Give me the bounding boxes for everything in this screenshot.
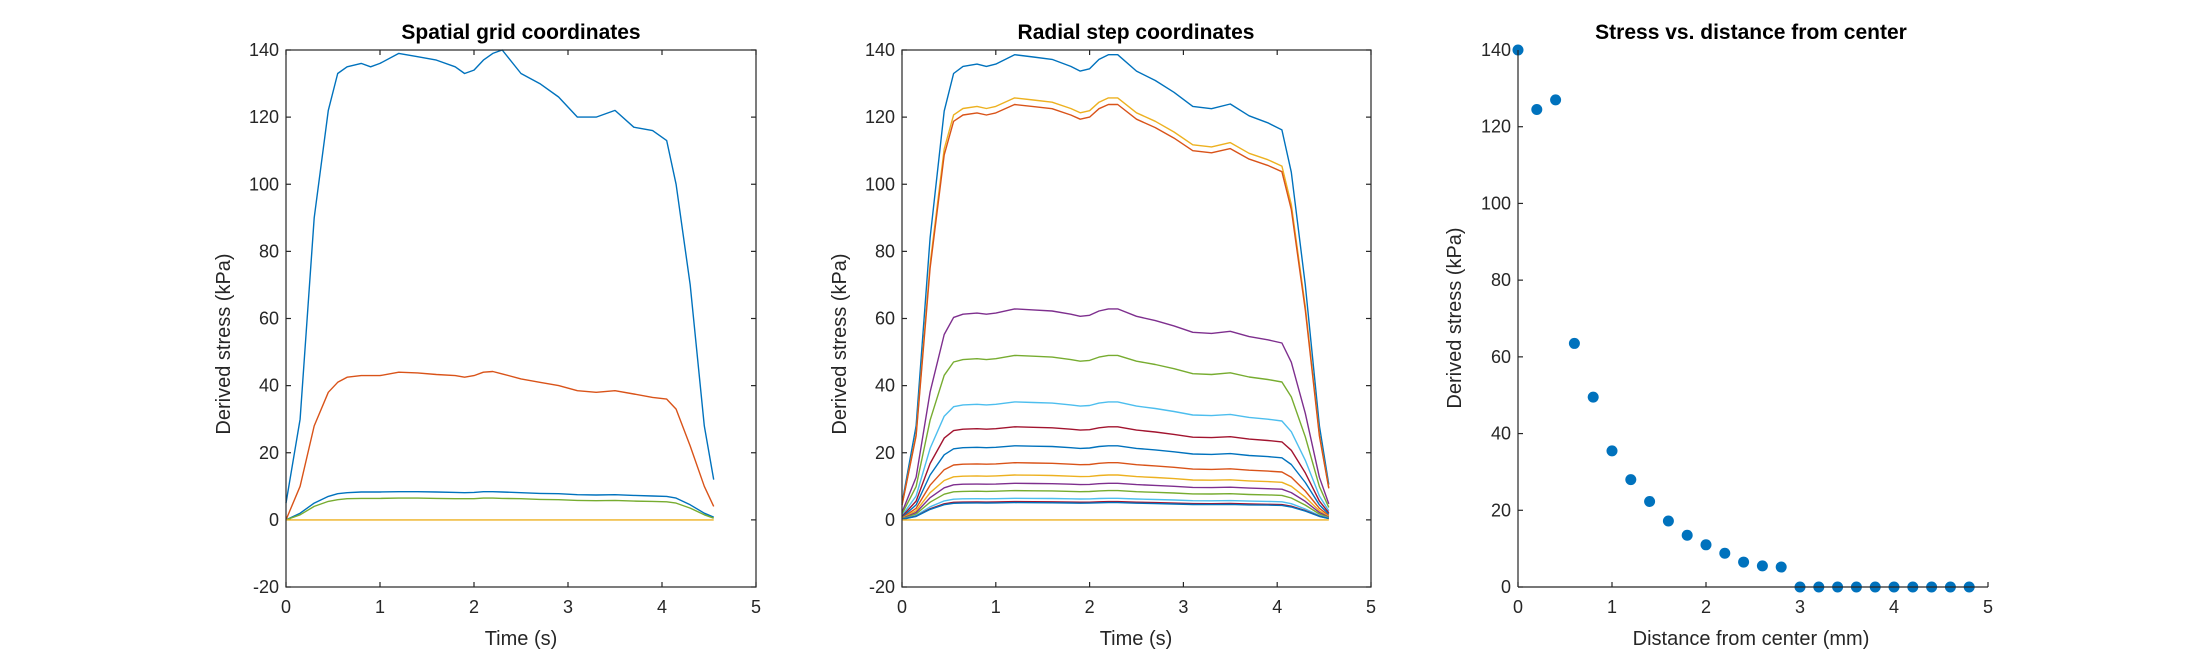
scatter-point: [1625, 474, 1637, 486]
x-tick-label: 4: [1889, 597, 1899, 617]
y-tick-label: 20: [259, 443, 279, 463]
plot-area: [901, 54, 1330, 521]
y-axis-label: Derived stress (kPa): [829, 253, 851, 434]
scatter-point: [1550, 94, 1562, 106]
x-tick-label: 0: [281, 597, 291, 617]
x-tick-label: 2: [469, 597, 479, 617]
y-tick-label: 60: [1491, 347, 1511, 367]
x-axis-label: Distance from center (mm): [1633, 628, 1870, 650]
x-tick-label: 0: [1513, 597, 1523, 617]
x-tick-label: 3: [563, 597, 573, 617]
scatter-point: [1644, 495, 1656, 507]
y-tick-label: 80: [1491, 270, 1511, 290]
series-line-13: [901, 497, 1329, 520]
chart-title: Stress vs. distance from center: [1595, 21, 1907, 44]
y-tick-label: 120: [1481, 117, 1511, 137]
chart-title: Spatial grid coordinates: [401, 21, 640, 44]
scatter-point: [1662, 515, 1674, 527]
y-tick-label: 20: [875, 443, 895, 463]
panel-stress-vs-distance: Stress vs. distance from center Distance…: [1444, 21, 1993, 650]
tick-group: 0 1 2 3 4 5 0 20 40 60 80 100 120 140: [1481, 40, 1993, 617]
y-tick-label: 40: [259, 376, 279, 396]
series-line-4: [901, 308, 1330, 513]
y-tick-label: 80: [259, 241, 279, 261]
x-tick-label: 1: [1607, 597, 1617, 617]
panel-radial-step: Radial step coordinates Time (s) Derived…: [829, 21, 1376, 650]
y-tick-label: 40: [875, 376, 895, 396]
axes-lines: [1517, 50, 1988, 588]
x-tick-label: 1: [991, 597, 1001, 617]
plot-area: [1512, 44, 1975, 593]
x-tick-label: 4: [657, 597, 667, 617]
series-line-8: [901, 445, 1330, 518]
series-line-2: [901, 97, 1330, 506]
y-axis-label: Derived stress (kPa): [213, 253, 235, 434]
axes-box: [285, 49, 757, 588]
axes-box: [901, 49, 1372, 588]
x-axis-label: Time (s): [485, 628, 558, 650]
series-line-15: [901, 501, 1329, 520]
scatter-point: [1681, 529, 1693, 541]
y-tick-label: 100: [865, 174, 895, 194]
y-tick-label: 140: [865, 40, 895, 60]
y-tick-label: 60: [875, 309, 895, 329]
series-line-4: [285, 497, 714, 521]
scatter-point: [1738, 556, 1750, 568]
x-tick-label: 0: [897, 597, 907, 617]
y-tick-label: 60: [259, 309, 279, 329]
series-line-7: [901, 426, 1330, 518]
x-tick-label: 3: [1795, 597, 1805, 617]
x-tick-label: 5: [751, 597, 761, 617]
y-tick-label: 120: [865, 107, 895, 127]
y-tick-label: 0: [1501, 577, 1511, 597]
plot-area: [285, 49, 715, 521]
panel-spatial-grid: Spatial grid coordinates Time (s) Derive…: [213, 21, 761, 650]
x-tick-label: 1: [375, 597, 385, 617]
scatter-point: [1719, 547, 1731, 559]
series-line-12: [901, 489, 1330, 520]
series-line-5: [901, 354, 1330, 515]
y-tick-label: 0: [269, 510, 279, 530]
y-tick-label: 100: [249, 174, 279, 194]
x-tick-label: 5: [1366, 597, 1376, 617]
scatter-point: [1587, 391, 1599, 403]
y-tick-label: 0: [885, 510, 895, 530]
y-tick-label: 100: [1481, 193, 1511, 213]
y-tick-label: 20: [1491, 500, 1511, 520]
x-tick-label: 2: [1701, 597, 1711, 617]
scatter-point: [1531, 103, 1543, 115]
y-tick-label: 80: [875, 241, 895, 261]
y-tick-label: -20: [253, 577, 279, 597]
x-tick-label: 2: [1085, 597, 1095, 617]
series-line-6: [901, 401, 1330, 517]
y-tick-label: 140: [249, 40, 279, 60]
series-line-3: [285, 491, 714, 521]
x-axis-label: Time (s): [1100, 628, 1173, 650]
series-line-14: [901, 500, 1329, 520]
series-line-11: [901, 482, 1330, 520]
series-line-1: [901, 54, 1330, 504]
scatter-point: [1606, 445, 1618, 457]
series-line-2: [285, 370, 715, 521]
x-tick-label: 5: [1983, 597, 1993, 617]
y-tick-label: 140: [1481, 40, 1511, 60]
scatter-point: [1756, 560, 1768, 572]
y-axis-label: Derived stress (kPa): [1444, 227, 1466, 408]
x-tick-label: 4: [1272, 597, 1282, 617]
y-tick-label: 120: [249, 107, 279, 127]
y-tick-label: -20: [869, 577, 895, 597]
series-line-10: [901, 474, 1330, 519]
series-line-3: [901, 103, 1330, 506]
series-line-9: [901, 462, 1330, 519]
x-tick-label: 3: [1178, 597, 1188, 617]
chart-title: Radial step coordinates: [1018, 21, 1255, 44]
series-line-1: [285, 49, 715, 504]
scatter-point: [1700, 539, 1712, 551]
scatter-point: [1568, 337, 1580, 349]
scatter-point: [1775, 561, 1787, 573]
y-tick-label: 40: [1491, 424, 1511, 444]
